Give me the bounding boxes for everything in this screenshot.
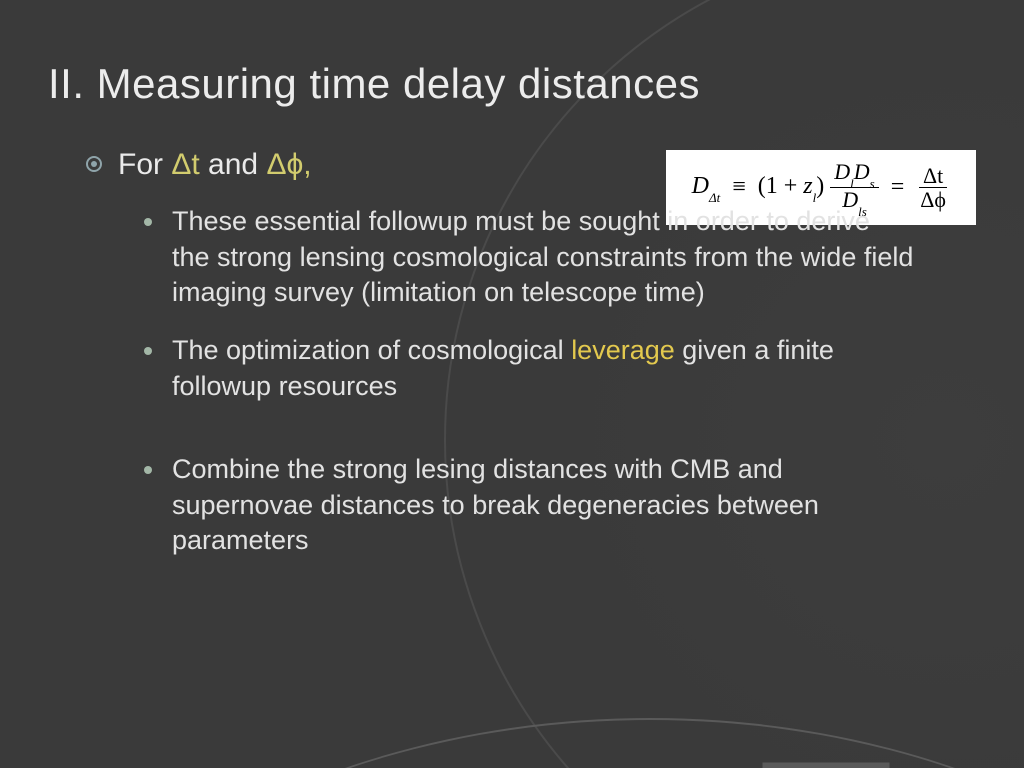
formula-factor-close: ) [816,173,824,199]
top-bullet-var1: Δt [171,148,199,181]
sub-bullet-1: These essential followup must be sought … [144,204,914,311]
frac2-den: Δϕ [916,188,950,211]
frac2-num: Δt [919,164,947,188]
formula-factor-open: (1 + [758,173,804,199]
top-bullet-mid: and [200,148,267,181]
frac1-num-a-sub: l [850,176,854,191]
top-bullet-var2: Δϕ [266,148,303,181]
sub-bullet-3: Combine the strong lesing distances with… [144,452,914,559]
formula-factor: (1 + zl) [758,173,825,203]
formula-equals: = [885,174,911,201]
top-bullet-text: For Δt and Δϕ, [118,148,312,182]
frac1-num-a: D [834,159,850,184]
formula-equiv: ≡ [726,174,752,201]
top-bullet-prefix: For [118,148,171,181]
sub-bullet-2: The optimization of cosmological leverag… [144,333,914,404]
formula-lhs: DΔt [692,173,721,203]
frac1-num-b: D [854,159,870,184]
formula-factor-var: z [803,173,812,199]
formula-fraction-2: Δt Δϕ [916,164,950,211]
slide-body: II. Measuring time delay distances DΔt ≡… [0,0,1024,768]
top-bullet-suffix: , [303,148,311,181]
circle-bullet-icon [86,156,102,172]
sub-bullet-2-a: The optimization of cosmological [172,335,571,365]
slide-title: II. Measuring time delay distances [48,60,976,108]
formula-lhs-base: D [692,173,709,199]
content-area: For Δt and Δϕ, These essential followup … [86,148,976,559]
sub-bullet-list: These essential followup must be sought … [144,204,976,559]
frac1-num-b-sub: s [870,176,875,191]
sub-bullet-2-highlight: leverage [571,335,675,365]
